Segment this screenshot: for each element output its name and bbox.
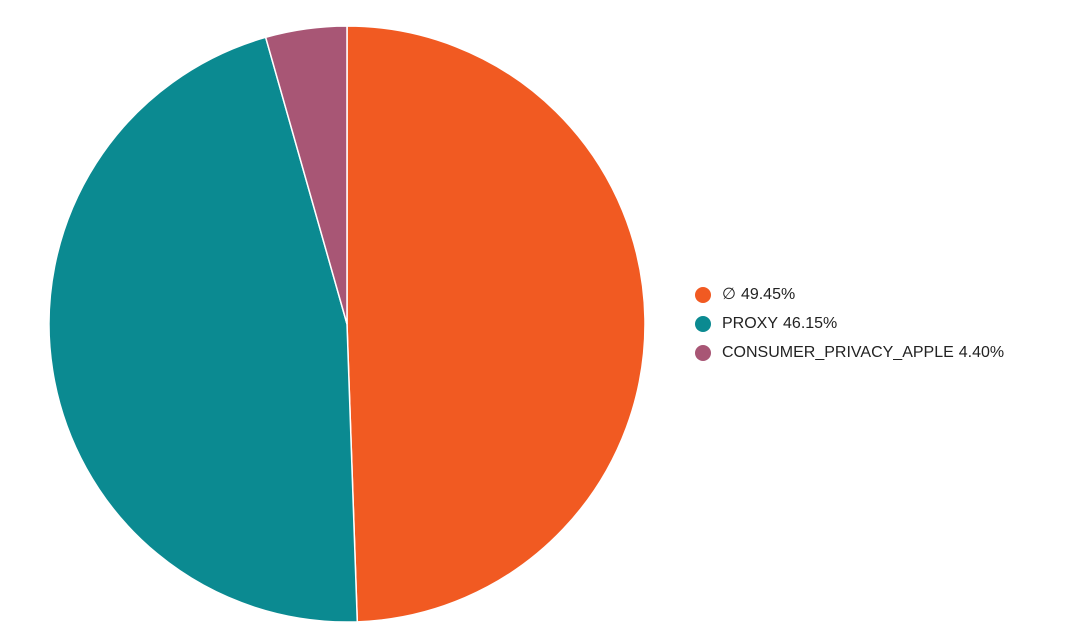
legend-value: 49.45%: [741, 286, 795, 303]
legend-name: ∅: [722, 286, 736, 303]
legend-value: 46.15%: [783, 315, 837, 332]
legend-marker: [695, 316, 711, 332]
legend-name: CONSUMER_PRIVACY_APPLE: [722, 344, 954, 361]
legend-label: ∅ 49.45%: [722, 286, 795, 303]
pie-slice: [346, 25, 646, 623]
legend-name: PROXY: [722, 315, 778, 332]
legend-marker: [695, 287, 711, 303]
pie-slice: [48, 36, 359, 623]
pie-slice: [264, 25, 348, 325]
legend-label: PROXY 46.15%: [722, 315, 837, 332]
legend-marker: [695, 345, 711, 361]
legend-value: 4.40%: [959, 344, 1004, 361]
legend-label: CONSUMER_PRIVACY_APPLE 4.40%: [722, 344, 1004, 361]
